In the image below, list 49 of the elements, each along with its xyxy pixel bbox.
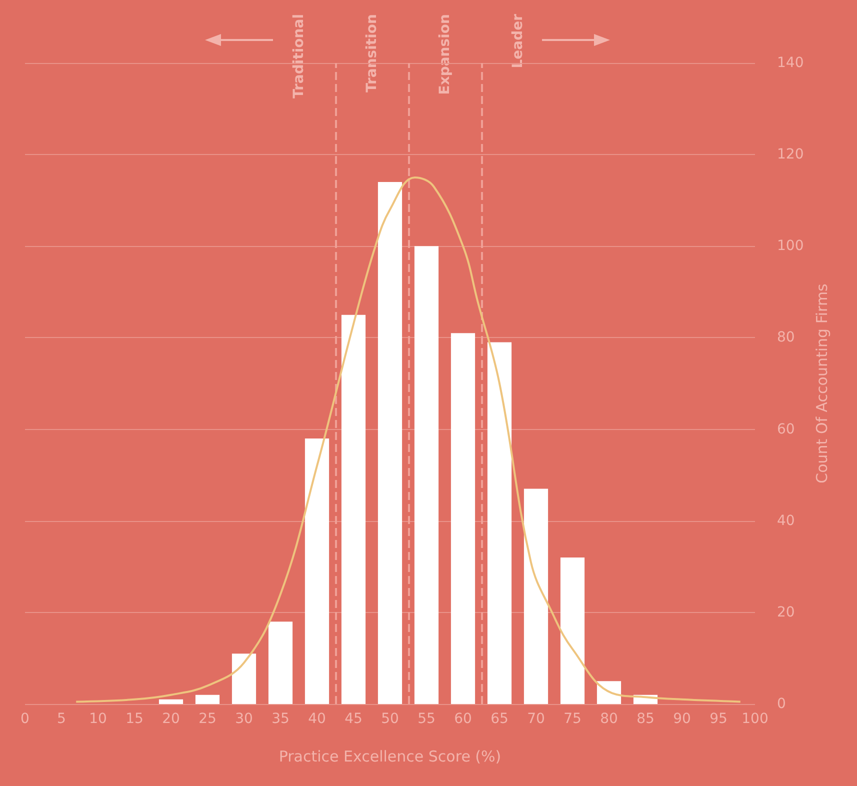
- line-series: [75, 176, 742, 703]
- bar: [268, 622, 293, 704]
- annotation: Leader: [510, 14, 526, 68]
- x-tick-label: 65: [490, 711, 508, 727]
- y-tick-label: 100: [777, 238, 804, 254]
- y-tick-label: 80: [777, 330, 795, 346]
- bar: [450, 333, 476, 704]
- y-tick-label: 40: [777, 512, 795, 529]
- x-tick-label: 5: [57, 711, 66, 727]
- annotation: Transition: [364, 14, 380, 93]
- x-tick-label: 75: [564, 711, 582, 727]
- x-tick-label: 35: [272, 711, 290, 727]
- bar: [596, 681, 622, 704]
- x-tick-label: 0: [20, 711, 30, 727]
- x-tick-label: 80: [600, 711, 618, 727]
- y-tick-label: 0: [777, 696, 786, 712]
- x-tick-label: 60: [454, 711, 472, 727]
- bar: [232, 654, 256, 704]
- bar: [304, 438, 330, 704]
- x-tick-label: 95: [710, 711, 728, 727]
- y-tick-label: 20: [777, 604, 795, 620]
- bar: [195, 694, 220, 704]
- x-tick-label: 25: [198, 711, 216, 727]
- x-tick-label: 70: [527, 711, 545, 727]
- y-tick-label: 140: [777, 55, 804, 71]
- bar: [414, 246, 439, 704]
- bar: [378, 182, 402, 704]
- y-axis-title: Count Of Accounting Firms: [813, 283, 832, 484]
- bar: [341, 314, 366, 704]
- y-tick-label: 60: [777, 421, 795, 438]
- x-tick-label: 90: [673, 711, 691, 727]
- annotation: Traditional: [290, 14, 307, 99]
- x-tick-label: 20: [162, 711, 180, 727]
- x-tick-label: 15: [126, 711, 144, 727]
- x-tick-label: 40: [308, 711, 326, 727]
- x-axis-title: Practice Excellence Score (%): [278, 748, 502, 766]
- x-tick-label: 10: [89, 711, 107, 727]
- x-tick-label: 55: [418, 711, 436, 727]
- x-tick-label: 50: [381, 711, 399, 727]
- x-tick-label: 85: [636, 711, 654, 727]
- bar: [158, 699, 184, 704]
- bar: [524, 488, 548, 704]
- x-tick-label: 30: [235, 711, 253, 727]
- x-tick-label: 100: [742, 711, 768, 727]
- y-tick-label: 120: [777, 146, 804, 163]
- bar: [560, 557, 585, 704]
- bar: [487, 342, 512, 704]
- x-tick-label: 45: [344, 711, 362, 727]
- annotation: Expansion: [436, 14, 453, 95]
